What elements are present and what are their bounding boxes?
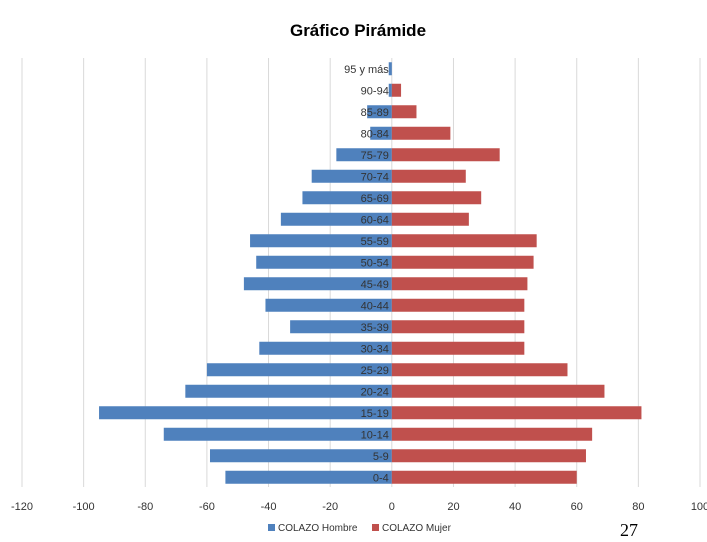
bar-mujer xyxy=(391,105,417,119)
legend: COLAZO Hombre COLAZO Mujer xyxy=(268,523,452,534)
bar-hombre xyxy=(250,234,392,248)
bar-hombre xyxy=(256,255,392,269)
bar-hombre xyxy=(388,83,392,97)
bar-hombre xyxy=(265,298,392,312)
bar-hombre xyxy=(370,126,392,140)
bar-mujer xyxy=(391,320,525,334)
bar-hombre xyxy=(302,191,392,205)
bar-hombre xyxy=(163,427,392,441)
category-label: 65-69 xyxy=(361,193,389,205)
x-tick-label: -120 xyxy=(11,501,33,513)
bar-hombre xyxy=(311,169,392,183)
bar-hombre xyxy=(206,363,392,377)
category-label: 35-39 xyxy=(361,322,389,334)
category-label: 70-74 xyxy=(361,171,389,183)
x-tick-labels: -120 -100 -80 -60 -40 -20 0 20 40 60 80 100 xyxy=(11,501,707,513)
category-label: 10-14 xyxy=(361,429,389,441)
category-label: 85-89 xyxy=(361,107,389,119)
x-tick-label: 0 xyxy=(389,501,395,513)
category-label: 5-9 xyxy=(373,451,389,463)
bar-mujer xyxy=(391,470,577,484)
category-label: 40-44 xyxy=(361,300,389,312)
bar-mujer xyxy=(391,191,482,205)
category-label: 60-64 xyxy=(361,214,389,226)
category-label: 55-59 xyxy=(361,236,389,248)
grid-lines xyxy=(21,58,701,487)
bar-hombre xyxy=(225,470,392,484)
bar-hombre xyxy=(185,384,392,398)
page-number: 27 xyxy=(620,520,638,540)
x-tick-label: -100 xyxy=(73,501,95,513)
legend-label: COLAZO Hombre xyxy=(278,523,358,534)
category-labels: 95 y más 90-94 85-89 80-84 75-79 70-74 65-69 60… xyxy=(344,64,389,485)
x-tick-label: -60 xyxy=(199,501,215,513)
x-tick-label: 40 xyxy=(509,501,521,513)
x-tick-label: 80 xyxy=(632,501,644,513)
bar-hombre xyxy=(99,406,392,420)
bar-mujer xyxy=(391,363,568,377)
category-label: 80-84 xyxy=(361,128,389,140)
bar-mujer xyxy=(391,212,469,226)
category-label: 25-29 xyxy=(361,365,389,377)
bar-mujer xyxy=(391,83,402,97)
chart-title: Gráfico Pirámide xyxy=(290,21,426,40)
bar-hombre xyxy=(243,277,392,291)
category-label: 20-24 xyxy=(361,386,389,398)
category-label: 0-4 xyxy=(373,472,389,484)
category-label: 90-94 xyxy=(361,85,389,97)
category-label: 50-54 xyxy=(361,257,389,269)
bar-mujer xyxy=(391,126,451,140)
x-tick-label: -20 xyxy=(322,501,338,513)
bar-hombre xyxy=(388,62,392,76)
legend-label: COLAZO Mujer xyxy=(382,523,452,534)
category-label: 45-49 xyxy=(361,279,389,291)
bar-mujer xyxy=(391,234,537,248)
legend-swatch xyxy=(268,524,275,531)
bars xyxy=(99,62,642,484)
bar-hombre xyxy=(336,148,392,162)
bar-mujer xyxy=(391,341,525,355)
x-tick-label: -40 xyxy=(261,501,277,513)
x-tick-label: 100 xyxy=(691,501,707,513)
bar-mujer xyxy=(391,406,642,420)
bar-mujer xyxy=(391,298,525,312)
bar-mujer xyxy=(391,255,534,269)
category-label: 15-19 xyxy=(361,408,389,420)
bar-mujer xyxy=(391,169,466,183)
bar-mujer xyxy=(391,384,605,398)
bar-hombre xyxy=(367,105,392,119)
legend-swatch xyxy=(372,524,379,531)
bar-hombre xyxy=(259,341,392,355)
x-tick-label: -80 xyxy=(137,501,153,513)
bar-mujer xyxy=(391,277,528,291)
bar-hombre xyxy=(209,449,392,463)
bar-mujer xyxy=(391,148,500,162)
bar-mujer xyxy=(391,427,593,441)
category-label: 30-34 xyxy=(361,343,389,355)
x-tick-label: 60 xyxy=(571,501,583,513)
bar-hombre xyxy=(290,320,392,334)
category-label: 75-79 xyxy=(361,150,389,162)
bar-mujer xyxy=(391,449,586,463)
category-label: 95 y más xyxy=(344,64,389,76)
bar-hombre xyxy=(280,212,392,226)
x-tick-label: 20 xyxy=(447,501,459,513)
